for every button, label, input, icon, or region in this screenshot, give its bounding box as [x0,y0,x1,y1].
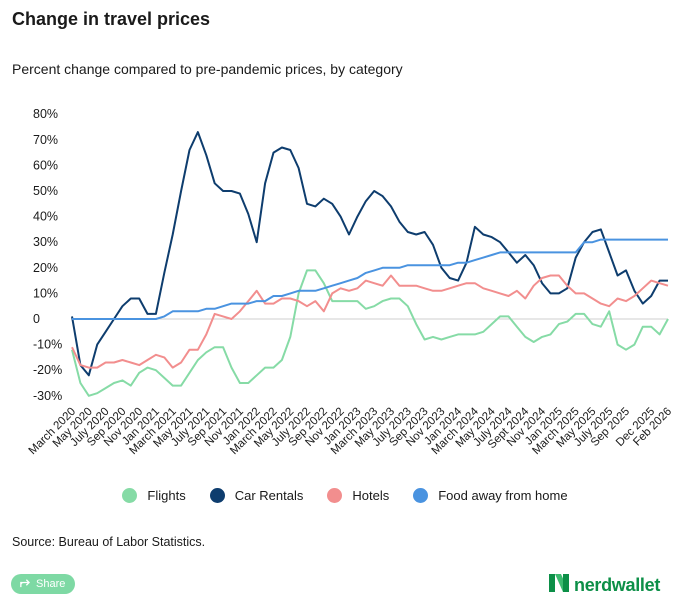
series-lines [71,131,669,397]
y-axis: 80% 70% 60% 50% 40% 30% 20% 10% 0 -10% -20% -30% [33,107,668,403]
y-tick-label: -10% [33,338,62,352]
y-tick-label: 80% [33,107,58,121]
y-tick-label: 60% [33,158,58,172]
legend-item[interactable]: Hotels [327,488,389,503]
series-line-hotels [71,274,669,369]
legend-item[interactable]: Car Rentals [209,488,304,503]
source-note: Source: Bureau of Labor Statistics. [12,535,206,549]
legend-item[interactable]: Food away from home [413,488,568,503]
line-chart: 80% 70% 60% 50% 40% 30% 20% 10% 0 -10% -20% -30% Ma… [27,107,674,457]
legend-swatch [122,488,138,503]
y-tick-label: -30% [33,389,62,403]
nerdwallet-logo-icon [548,572,570,599]
legend-item[interactable]: Flights [122,488,186,503]
nerdwallet-logo-text: nerdwallet [574,575,661,595]
y-tick-label: 50% [33,184,58,198]
chart-title: Change in travel prices [12,9,211,29]
legend-label: Car Rentals [234,488,304,503]
y-tick-label: 0 [33,312,40,326]
legend-swatch [327,488,343,503]
chart-legend: Flights Car Rentals Hotels Food away from h… [0,488,690,503]
share-button[interactable]: Share [11,574,75,594]
share-label: Share [36,578,66,590]
legend-label: Hotels [352,488,390,503]
nerdwallet-logo[interactable]: nerdwallet [548,572,660,599]
legend-swatch [209,488,225,503]
y-tick-label: 20% [33,261,58,275]
y-tick-label: 30% [33,235,58,249]
legend-label: Food away from home [438,488,568,503]
series-line-car-rentals [71,131,668,377]
y-tick-label: 10% [33,286,58,300]
y-tick-label: -20% [33,363,62,377]
series-line-flights [71,269,669,397]
legend-label: Flights [147,488,186,503]
share-icon [19,577,30,591]
y-tick-label: 70% [33,133,58,147]
y-tick-label: 40% [33,210,58,224]
legend-swatch [413,488,429,503]
chart-subtitle: Percent change compared to pre-pandemic … [12,61,403,77]
series-line-food-away-from-home [72,238,668,320]
